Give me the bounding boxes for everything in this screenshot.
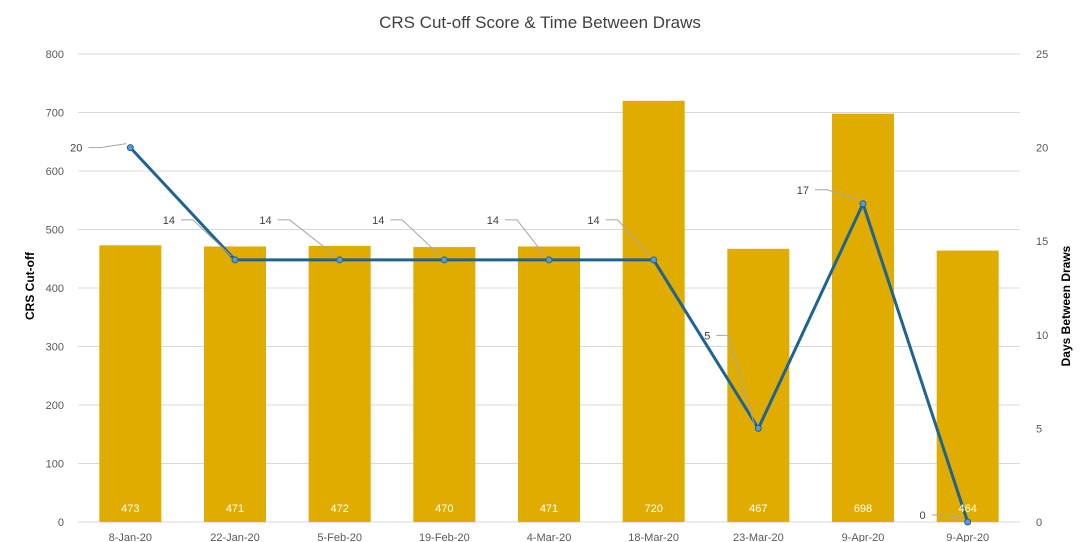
line-data-label: 14 (372, 215, 384, 227)
bar (204, 246, 266, 522)
y-tick-label: 100 (46, 459, 64, 471)
data-labels: 473 471 472 470 471 720 467 698 464 20 14 14 14 14 14 5… (70, 143, 977, 522)
axes: 010020030040050060070080005101520258-Jan… (46, 49, 1049, 542)
bar (99, 245, 162, 523)
bar-data-label: 471 (226, 503, 244, 515)
line-data-label: 20 (70, 143, 82, 155)
y-tick-label: 300 (46, 342, 64, 354)
bar (936, 250, 999, 522)
bar-series (99, 100, 999, 523)
line-point (336, 256, 344, 264)
line-data-label: 14 (259, 215, 271, 227)
line-point (545, 256, 553, 264)
y-tick-label: 500 (46, 225, 64, 237)
bar (308, 245, 371, 522)
y-tick-label: 700 (46, 108, 64, 120)
line-label-leader (815, 189, 860, 201)
bar-data-label: 720 (644, 503, 662, 515)
y-tick-label: 200 (46, 400, 64, 412)
line-point (754, 424, 762, 432)
x-tick-label: 5-Feb-20 (317, 532, 362, 542)
bar-data-label: 698 (854, 503, 872, 515)
y-tick-label: 800 (46, 49, 64, 61)
line-data-label: 5 (704, 330, 710, 342)
y2-tick-label: 5 (1036, 423, 1042, 435)
x-tick-label: 19-Feb-20 (419, 532, 470, 542)
x-tick-label: 9-Apr-20 (946, 532, 989, 542)
line-series (126, 144, 972, 526)
x-tick-label: 23-Mar-20 (733, 532, 784, 542)
bar-data-label: 472 (330, 503, 348, 515)
line-label-leader (88, 143, 127, 149)
line-point (859, 200, 867, 208)
line-label-leader (181, 219, 232, 257)
line-data-label: 17 (797, 185, 809, 197)
x-tick-label: 9-Apr-20 (842, 532, 885, 542)
y2-tick-label: 20 (1036, 143, 1048, 155)
line-label-leader (505, 219, 546, 257)
line-point (650, 256, 658, 264)
y2-tick-label: 10 (1036, 330, 1048, 342)
y-tick-label: 400 (46, 283, 64, 295)
line-point (231, 256, 239, 264)
bar-data-label: 473 (121, 503, 139, 515)
bar-data-label: 470 (435, 503, 453, 515)
line-data-label: 0 (920, 510, 926, 522)
line-point (126, 144, 134, 152)
line-data-label: 14 (587, 215, 599, 227)
x-tick-label: 8-Jan-20 (109, 532, 152, 542)
bar-data-label: 464 (958, 503, 976, 515)
bar (518, 246, 580, 522)
line-label-leader (716, 334, 755, 425)
bar (622, 100, 685, 523)
line-label-leader (605, 219, 651, 257)
y-axis-title: CRS Cut-off (23, 251, 37, 320)
y2-tick-label: 0 (1036, 517, 1042, 529)
bar (727, 248, 790, 522)
y-tick-label: 600 (46, 166, 64, 178)
line-data-label: 14 (163, 215, 175, 227)
bar-data-label: 467 (749, 503, 767, 515)
line-data-label: 14 (487, 215, 499, 227)
line-point (440, 256, 448, 264)
line-label-leader (390, 219, 441, 257)
x-tick-label: 18-Mar-20 (628, 532, 679, 542)
line-point (964, 518, 972, 526)
line-label-leader (277, 219, 336, 257)
x-tick-label: 4-Mar-20 (527, 532, 572, 542)
bar-data-label: 471 (540, 503, 558, 515)
chart-title: CRS Cut-off Score & Time Between Draws (379, 13, 701, 32)
y2-axis-title: Days Between Draws (1059, 245, 1073, 366)
x-tick-label: 22-Jan-20 (210, 532, 260, 542)
y2-tick-label: 15 (1036, 236, 1048, 248)
bar (413, 247, 476, 523)
y-tick-label: 0 (58, 517, 64, 529)
line-label-leader (931, 514, 964, 519)
bar (832, 113, 894, 523)
y2-tick-label: 25 (1036, 49, 1048, 61)
